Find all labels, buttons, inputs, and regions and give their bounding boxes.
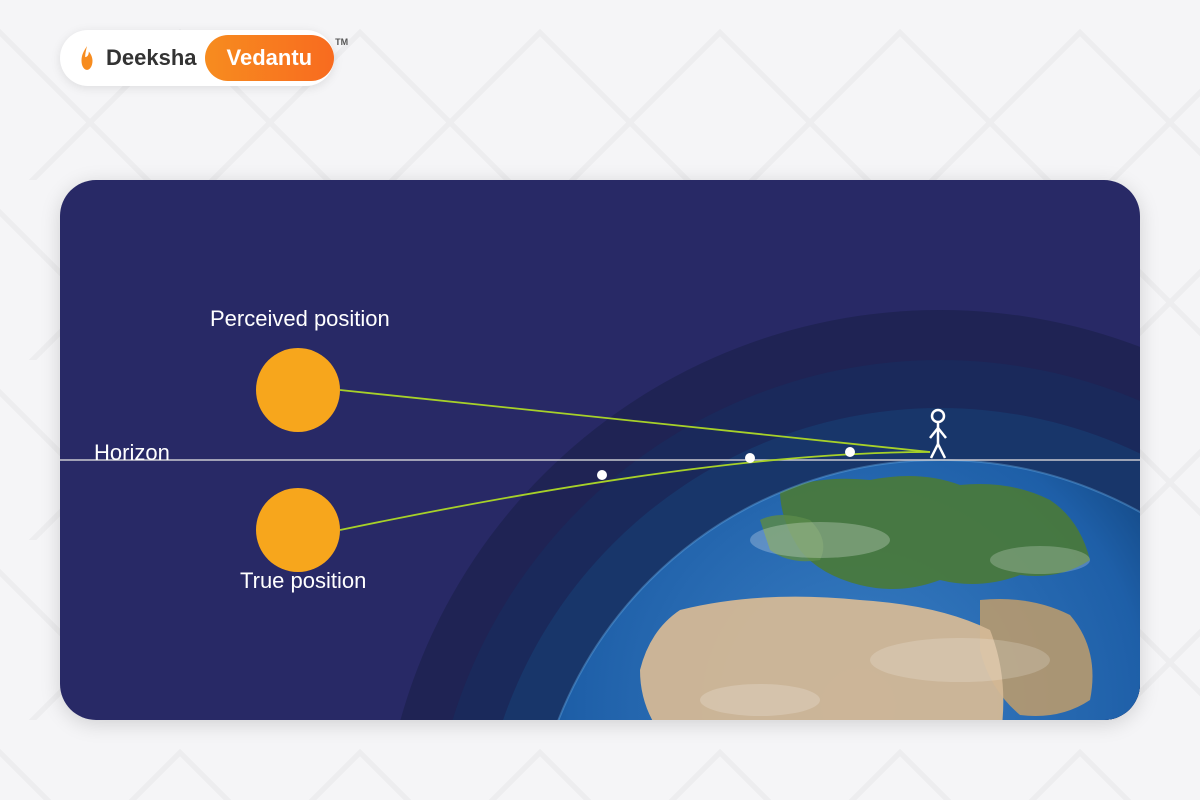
label-perceived: Perceived position xyxy=(210,306,390,332)
sun-true xyxy=(256,488,340,572)
label-true: True position xyxy=(240,568,366,594)
refraction-dot xyxy=(745,453,755,463)
brand-logo: Deeksha Vedantu TM xyxy=(60,30,334,86)
trademark-symbol: TM xyxy=(335,37,348,47)
logo-brand2: Vedantu xyxy=(227,45,313,70)
flame-icon xyxy=(76,44,98,72)
logo-brand2-badge: Vedantu TM xyxy=(205,35,335,81)
refraction-diagram xyxy=(60,180,1140,720)
refraction-dot xyxy=(845,447,855,457)
diagram-panel: Perceived position Horizon True position xyxy=(60,180,1140,720)
label-horizon: Horizon xyxy=(94,440,170,466)
sun-perceived xyxy=(256,348,340,432)
logo-brand1: Deeksha xyxy=(106,45,197,71)
refraction-dot xyxy=(597,470,607,480)
